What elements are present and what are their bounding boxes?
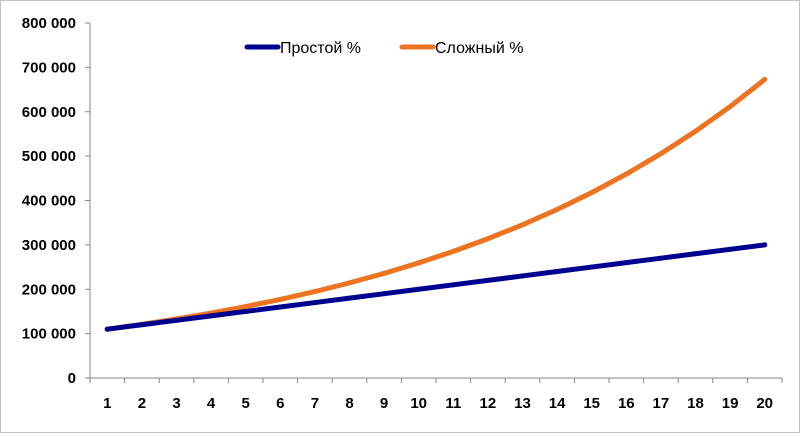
- series-2-point: [381, 270, 387, 276]
- series-2-point: [243, 304, 249, 310]
- y-tick-label: 800 000: [22, 15, 76, 32]
- series-1-point: [450, 282, 456, 288]
- x-tick-label: 9: [380, 395, 388, 412]
- y-tick-label: 0: [68, 370, 76, 387]
- series-line-1: [104, 242, 768, 332]
- series-2-point: [450, 248, 456, 254]
- series-2-point: [554, 206, 560, 212]
- series-2-point: [762, 76, 768, 82]
- series-1-point: [589, 264, 595, 270]
- x-tick-label: 14: [549, 395, 566, 412]
- series-2-point: [485, 236, 491, 242]
- x-tick-label: 2: [138, 395, 146, 412]
- x-tick-label: 3: [172, 395, 180, 412]
- y-tick-label: 300 000: [22, 237, 76, 254]
- series-1-point: [312, 300, 318, 306]
- series-1-point: [727, 246, 733, 252]
- series-2-point: [727, 104, 733, 110]
- x-tick-label: 11: [445, 395, 461, 412]
- series-1-point: [693, 251, 698, 257]
- series-1-point: [762, 242, 768, 248]
- series-2-point: [312, 289, 318, 295]
- series-1-point: [139, 322, 145, 328]
- x-tick-label: 1: [103, 395, 111, 412]
- series-2-point: [658, 151, 664, 157]
- y-tick-label: 400 000: [22, 193, 76, 210]
- series-2-point: [520, 222, 525, 228]
- series-2-point: [693, 128, 698, 134]
- series-1-point: [243, 308, 249, 314]
- series-1-point: [208, 313, 214, 319]
- x-tick-label: 17: [653, 395, 670, 412]
- legend: Простой % Сложный %: [244, 40, 523, 57]
- series-2-point: [347, 280, 352, 286]
- x-tick-label: 10: [410, 395, 427, 412]
- series-1-point: [104, 326, 110, 332]
- x-tick-label: 12: [480, 395, 497, 412]
- series-1-point: [520, 273, 525, 279]
- x-tick-label: 16: [618, 395, 635, 412]
- series-1-point: [623, 260, 629, 266]
- series-lines: [104, 76, 768, 332]
- series-1-point: [416, 286, 422, 292]
- legend-label-1: Простой %: [280, 40, 361, 57]
- series-2-point: [416, 260, 422, 266]
- y-tick-label: 700 000: [22, 59, 76, 76]
- y-tick-label: 500 000: [22, 148, 76, 165]
- series-1-point: [174, 317, 179, 323]
- x-tick-label: 6: [276, 395, 284, 412]
- x-axis: 1 2 3 4 5 6 7 8 9 10 11 12 13 14 15 16 17 18 19 20: [89, 377, 783, 412]
- series-2-point: [623, 171, 629, 177]
- series-1-point: [347, 295, 352, 301]
- series-1-point: [554, 269, 560, 274]
- series-1-point: [485, 277, 491, 283]
- x-tick-label: 13: [514, 395, 531, 412]
- series-line-2: [104, 76, 768, 332]
- series-2-point: [277, 296, 283, 302]
- x-tick-label: 4: [207, 395, 216, 412]
- series-1-point: [381, 291, 387, 297]
- x-tick-label: 8: [345, 395, 353, 412]
- x-tick-label: 5: [242, 395, 250, 412]
- x-tick-label: 7: [311, 395, 319, 412]
- y-tick-label: 100 000: [22, 326, 76, 343]
- x-tick-label: 15: [583, 395, 600, 412]
- series-1-point: [277, 304, 283, 310]
- y-tick-label: 600 000: [22, 104, 76, 121]
- y-tick-label: 200 000: [22, 281, 76, 298]
- x-tick-label: 18: [687, 395, 704, 412]
- series-1-point: [658, 255, 664, 261]
- y-axis: 0 100 000 200 000 300 000 400 000 500 000 600 …: [22, 15, 91, 387]
- x-tick-label: 20: [756, 395, 773, 412]
- series-2-point: [589, 190, 595, 196]
- legend-label-2: Сложный %: [435, 40, 523, 57]
- x-tick-label: 19: [722, 395, 739, 412]
